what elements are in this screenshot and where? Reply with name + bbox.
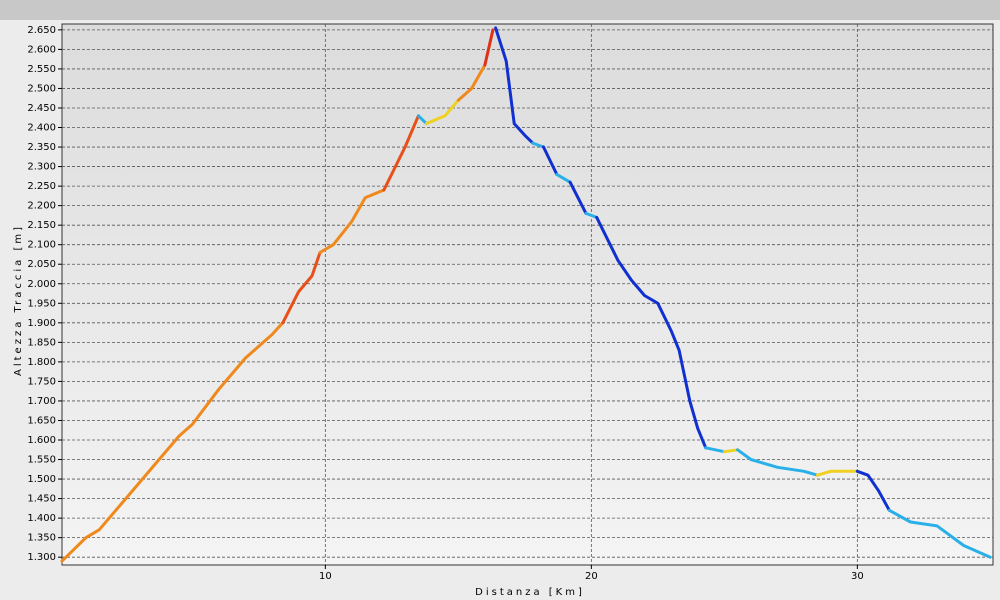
x-tick-label: 20 [585, 571, 598, 582]
y-tick-label: 2.600 [27, 44, 56, 55]
profile-line [722, 448, 740, 454]
profile-line [318, 188, 386, 254]
y-tick-label: 1.950 [27, 298, 56, 309]
x-tick-label: 30 [851, 571, 864, 582]
x-tick-label: 10 [319, 571, 332, 582]
profile-line [704, 446, 726, 454]
profile-line [736, 448, 819, 477]
y-tick-label: 2.100 [27, 240, 56, 251]
y-tick-label: 1.550 [27, 455, 56, 466]
profile-line [542, 145, 559, 176]
profile-line [416, 114, 428, 126]
y-tick-label: 2.000 [27, 279, 56, 290]
x-axis-label: Distanza [Km] [475, 587, 585, 598]
top-bar [0, 0, 1000, 20]
y-tick-label: 2.300 [27, 162, 56, 173]
y-tick-label: 2.550 [27, 64, 56, 75]
y-tick-label: 1.450 [27, 494, 56, 505]
y-tick-label: 2.450 [27, 103, 56, 114]
profile-line [494, 26, 535, 145]
profile-line [424, 98, 460, 126]
y-tick-label: 1.850 [27, 337, 56, 348]
profile-line [483, 28, 495, 67]
profile-line [281, 251, 322, 325]
y-tick-label: 2.150 [27, 220, 56, 231]
profile-line [60, 321, 285, 563]
y-tick-label: 2.650 [27, 25, 56, 36]
profile-line [855, 469, 891, 512]
profile-line [456, 63, 487, 102]
y-tick-label: 2.350 [27, 142, 56, 153]
y-tick-label: 1.400 [27, 513, 56, 524]
profile-line [555, 172, 572, 184]
y-tick-label: 1.350 [27, 533, 56, 544]
y-tick-label: 1.900 [27, 318, 56, 329]
y-tick-label: 2.500 [27, 83, 56, 94]
profile-line [382, 114, 420, 192]
plot-area [61, 23, 994, 566]
profile-line [568, 180, 588, 215]
plot-layer: 1.300 1.350 1.400 1.450 1.500 1.550 1.600 1.650… [27, 24, 993, 582]
y-tick-label: 2.250 [27, 181, 56, 192]
y-tick-label: 2.200 [27, 201, 56, 212]
y-tick-label: 1.800 [27, 357, 56, 368]
y-tick-label: 1.650 [27, 415, 56, 426]
profile-line [531, 141, 545, 149]
profile-line [887, 508, 992, 559]
y-tick-label: 1.700 [27, 396, 56, 407]
profile-line [815, 469, 859, 477]
y-tick-label: 2.400 [27, 123, 56, 134]
y-tick-label: 1.300 [27, 552, 56, 563]
y-tick-label: 1.750 [27, 376, 56, 387]
y-axis-label: Altezza Traccia [m] [13, 224, 24, 376]
y-tick-label: 2.050 [27, 259, 56, 270]
y-tick-label: 1.500 [27, 474, 56, 485]
profile-line [595, 215, 708, 450]
y-tick-label: 1.600 [27, 435, 56, 446]
profile-line [584, 211, 599, 219]
